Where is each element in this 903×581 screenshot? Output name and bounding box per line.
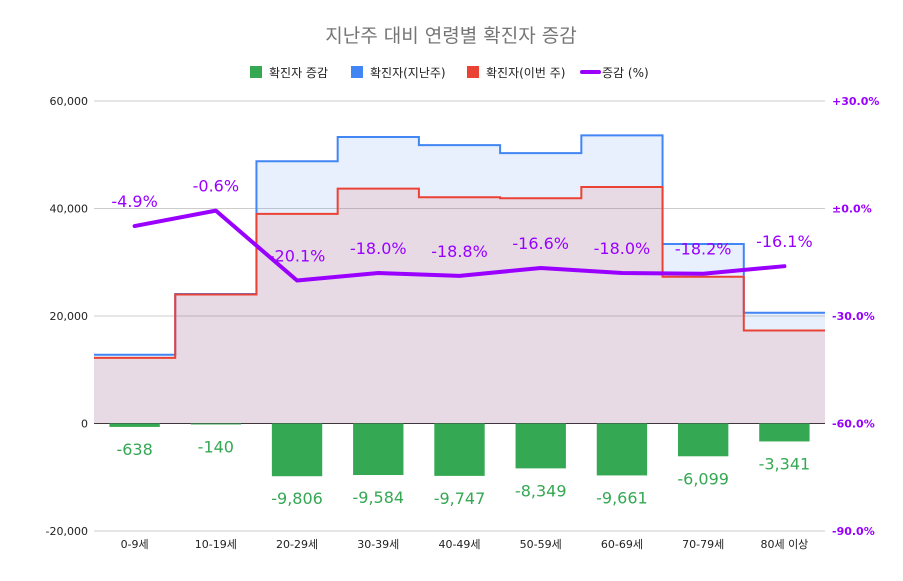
right-tick-label: +30.0%: [832, 95, 879, 108]
bar: [271, 423, 323, 477]
right-tick-label: -30.0%: [832, 310, 875, 323]
legend-swatch: [351, 66, 363, 78]
line-data-label: -18.0%: [594, 239, 651, 258]
x-tick-label: 30-39세: [357, 538, 399, 551]
stepped-area-fill: [94, 135, 825, 424]
legend-label: 증감 (%): [602, 66, 649, 80]
line-data-label: -18.8%: [431, 242, 488, 261]
line-data-label: -4.9%: [111, 192, 157, 211]
stepped-area-line: [94, 186, 825, 359]
left-tick-label: -20,000: [46, 525, 88, 538]
x-tick-label: 80세 이상: [760, 538, 808, 551]
percent-series-line: [132, 208, 787, 283]
x-tick-label: 70-79세: [682, 538, 724, 551]
bar: [759, 423, 810, 442]
line-data-label: -0.6%: [193, 177, 239, 196]
bar-data-label: -9,584: [352, 488, 404, 507]
right-tick-label: ±0.0%: [832, 203, 872, 216]
bar-data-label: -9,661: [596, 488, 648, 507]
bar: [677, 423, 729, 457]
stepped-areas: [94, 134, 825, 424]
line-data-label: -16.6%: [512, 234, 569, 253]
percent-line: [132, 208, 787, 283]
bar: [434, 423, 485, 476]
x-tick-label: 20-29세: [276, 538, 318, 551]
bar-data-label: -9,747: [434, 489, 486, 508]
bar: [353, 423, 404, 476]
left-tick-label: 60,000: [50, 95, 89, 108]
legend: 확진자 증감 확진자(지난주) 확진자(이번 주) 증감 (%): [250, 66, 649, 80]
x-tick-label: 10-19세: [195, 538, 237, 551]
bar-data-label: -638: [116, 440, 152, 459]
bar-data-label: -3,341: [759, 454, 811, 473]
bar: [109, 423, 160, 427]
right-tick-label: -60.0%: [832, 418, 875, 431]
line-data-label: -18.0%: [350, 239, 407, 258]
legend-item: 확진자(이번 주): [467, 66, 565, 80]
chart-title: 지난주 대비 연령별 확진자 증감: [325, 25, 576, 47]
legend-label: 확진자(이번 주): [486, 66, 565, 80]
bars: [109, 423, 810, 477]
legend-item: 확진자 증감: [250, 66, 328, 80]
bar-data-label: -8,349: [515, 481, 567, 500]
left-tick-label: 20,000: [50, 310, 89, 323]
line-data-label: -20.1%: [269, 247, 326, 266]
x-tick-label: 50-59세: [520, 538, 562, 551]
axes: -20,000 0 20,000 40,000 60,000 -90.0% -60.0% -3…: [46, 95, 880, 551]
bar: [596, 423, 648, 476]
bar-data-label: -9,806: [271, 489, 323, 508]
left-tick-label: 40,000: [50, 203, 89, 216]
bar: [515, 423, 566, 469]
line-data-label: -16.1%: [756, 232, 813, 251]
left-tick-label: 0: [81, 418, 88, 431]
x-tick-label: 40-49세: [438, 538, 480, 551]
x-tick-label: 0-9세: [121, 538, 149, 551]
legend-item: 증감 (%): [580, 66, 649, 80]
bar-data-label: -140: [198, 437, 234, 456]
bar: [190, 423, 242, 425]
legend-swatch: [467, 66, 479, 78]
x-tick-label: 60-69세: [601, 538, 643, 551]
line-data-label: -18.2%: [675, 240, 732, 259]
legend-label: 확진자(지난주): [370, 66, 446, 80]
bar-data-label: -6,099: [677, 469, 729, 488]
legend-swatch: [250, 66, 262, 78]
data-labels: -638 -140 -9,806 -9,584 -9,747 -8,349 -9,661 -6…: [111, 177, 812, 509]
legend-label: 확진자 증감: [269, 66, 328, 80]
legend-item: 확진자(지난주): [351, 66, 446, 80]
stepped-area-fill: [94, 187, 825, 424]
right-tick-label: -90.0%: [832, 525, 875, 538]
